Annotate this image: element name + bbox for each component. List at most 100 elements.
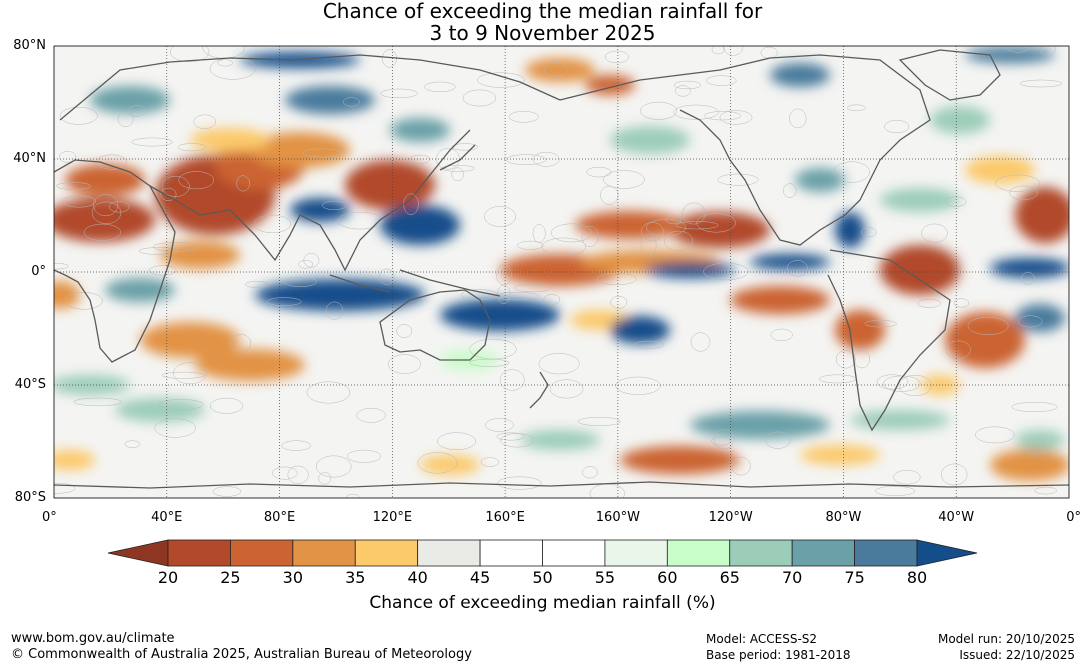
contour-line — [1039, 46, 1056, 57]
colorbar-extend-low — [107, 539, 169, 567]
rainfall-patch — [730, 286, 830, 314]
colorbar-segment — [354, 539, 419, 567]
colorbar-extend-high — [916, 539, 978, 567]
colorbar-tick-label: 70 — [781, 568, 803, 587]
graticule — [54, 46, 1069, 498]
contour-line — [245, 281, 270, 288]
rainfall-patch — [420, 455, 480, 475]
latitude-label: 0° — [31, 264, 46, 279]
contour-line — [148, 265, 177, 276]
contour-line — [581, 226, 599, 247]
contour-line — [706, 75, 737, 86]
contour-line — [675, 85, 691, 97]
colorbar-tick-label: 20 — [157, 568, 179, 587]
contour-line — [59, 106, 98, 125]
contour-line — [318, 472, 332, 485]
rainfall-patch — [965, 156, 1035, 184]
contour-line — [396, 324, 413, 338]
footer-model: Model: ACCESS-S2 — [706, 632, 818, 646]
contour-line — [346, 493, 360, 498]
rainfall-patch — [105, 278, 175, 302]
latitude-label: 40°S — [14, 377, 46, 392]
colorbar-segment — [479, 539, 543, 567]
contour-line — [704, 111, 742, 121]
contour-line — [158, 399, 204, 410]
contour-line — [131, 137, 173, 147]
contour-line — [462, 89, 497, 107]
contour-line — [921, 223, 948, 243]
rainfall-patch — [850, 410, 950, 430]
rainfall-patch — [750, 254, 830, 270]
contour-line — [893, 469, 921, 485]
contour-line — [711, 46, 725, 55]
contour-line — [603, 170, 645, 189]
rainfall-patch — [575, 211, 685, 239]
contour-line — [717, 173, 759, 186]
rainfall-patch — [190, 128, 270, 152]
contour-line — [160, 187, 177, 201]
longitude-label: 120°E — [372, 510, 413, 525]
contour-line — [640, 234, 657, 257]
contour-line — [161, 371, 205, 379]
contour-line — [451, 143, 479, 151]
contour-line — [696, 213, 736, 233]
colorbar-segment — [604, 539, 668, 567]
contour-line — [302, 148, 342, 158]
rainfall-contours — [54, 46, 1063, 498]
contour-line — [610, 295, 628, 309]
colorbar-segment — [854, 539, 918, 567]
rainfall-patch — [525, 58, 595, 82]
rainfall-patch — [195, 349, 305, 381]
contour-line — [967, 316, 1009, 335]
colorbar-tick-label: 40 — [407, 568, 428, 587]
contour-line — [898, 374, 932, 397]
contour-line — [690, 332, 711, 352]
rainfall-patch — [610, 316, 670, 344]
contour-line — [541, 237, 586, 256]
rainfall-patch — [255, 279, 425, 311]
contour-line — [640, 222, 664, 242]
map-frame — [53, 45, 1070, 499]
contour-line — [604, 50, 629, 64]
contour-line — [917, 298, 941, 308]
footer-copyright: © Commonwealth of Australia 2025, Austra… — [11, 647, 472, 662]
contour-line — [266, 297, 302, 306]
contour-line — [73, 397, 122, 407]
rainfall-patch — [795, 168, 845, 192]
contour-line — [379, 268, 395, 285]
contour-line — [496, 432, 525, 441]
contour-line — [283, 276, 317, 287]
rainfall-patch — [54, 198, 155, 242]
contour-line — [217, 59, 233, 67]
rainfall-patch — [54, 281, 80, 309]
rainfall-patch — [930, 106, 990, 134]
contour-line — [500, 433, 534, 448]
contour-line — [711, 436, 732, 446]
rainfall-patch — [965, 47, 1055, 63]
contour-line — [1006, 46, 1031, 53]
rainfall-patch — [990, 449, 1069, 481]
contour-line — [941, 463, 968, 486]
longitude-label: 40°W — [938, 510, 975, 525]
contour-line — [170, 46, 210, 63]
longitude-label: 160°E — [485, 510, 525, 525]
contour-line — [789, 108, 807, 129]
rainfall-patch — [800, 445, 880, 465]
contour-line — [532, 151, 560, 167]
contour-line — [337, 211, 383, 230]
contour-line — [673, 104, 719, 120]
contour-line — [884, 120, 910, 134]
longitude-label: 160°W — [595, 510, 640, 525]
contour-line — [343, 97, 360, 107]
colorbar-tick-label: 75 — [844, 568, 865, 587]
contour-line — [719, 110, 753, 125]
rainfall-patch — [520, 430, 600, 450]
contour-line — [640, 101, 678, 120]
footer-url[interactable]: www.bom.gov.au/climate — [11, 631, 175, 646]
colorbar-tick-label: 30 — [282, 568, 303, 587]
contour-line — [783, 183, 797, 198]
contour-line — [346, 449, 382, 463]
contour-line — [161, 175, 190, 197]
longitude-label: 80°E — [263, 510, 296, 525]
contour-line — [596, 272, 637, 286]
